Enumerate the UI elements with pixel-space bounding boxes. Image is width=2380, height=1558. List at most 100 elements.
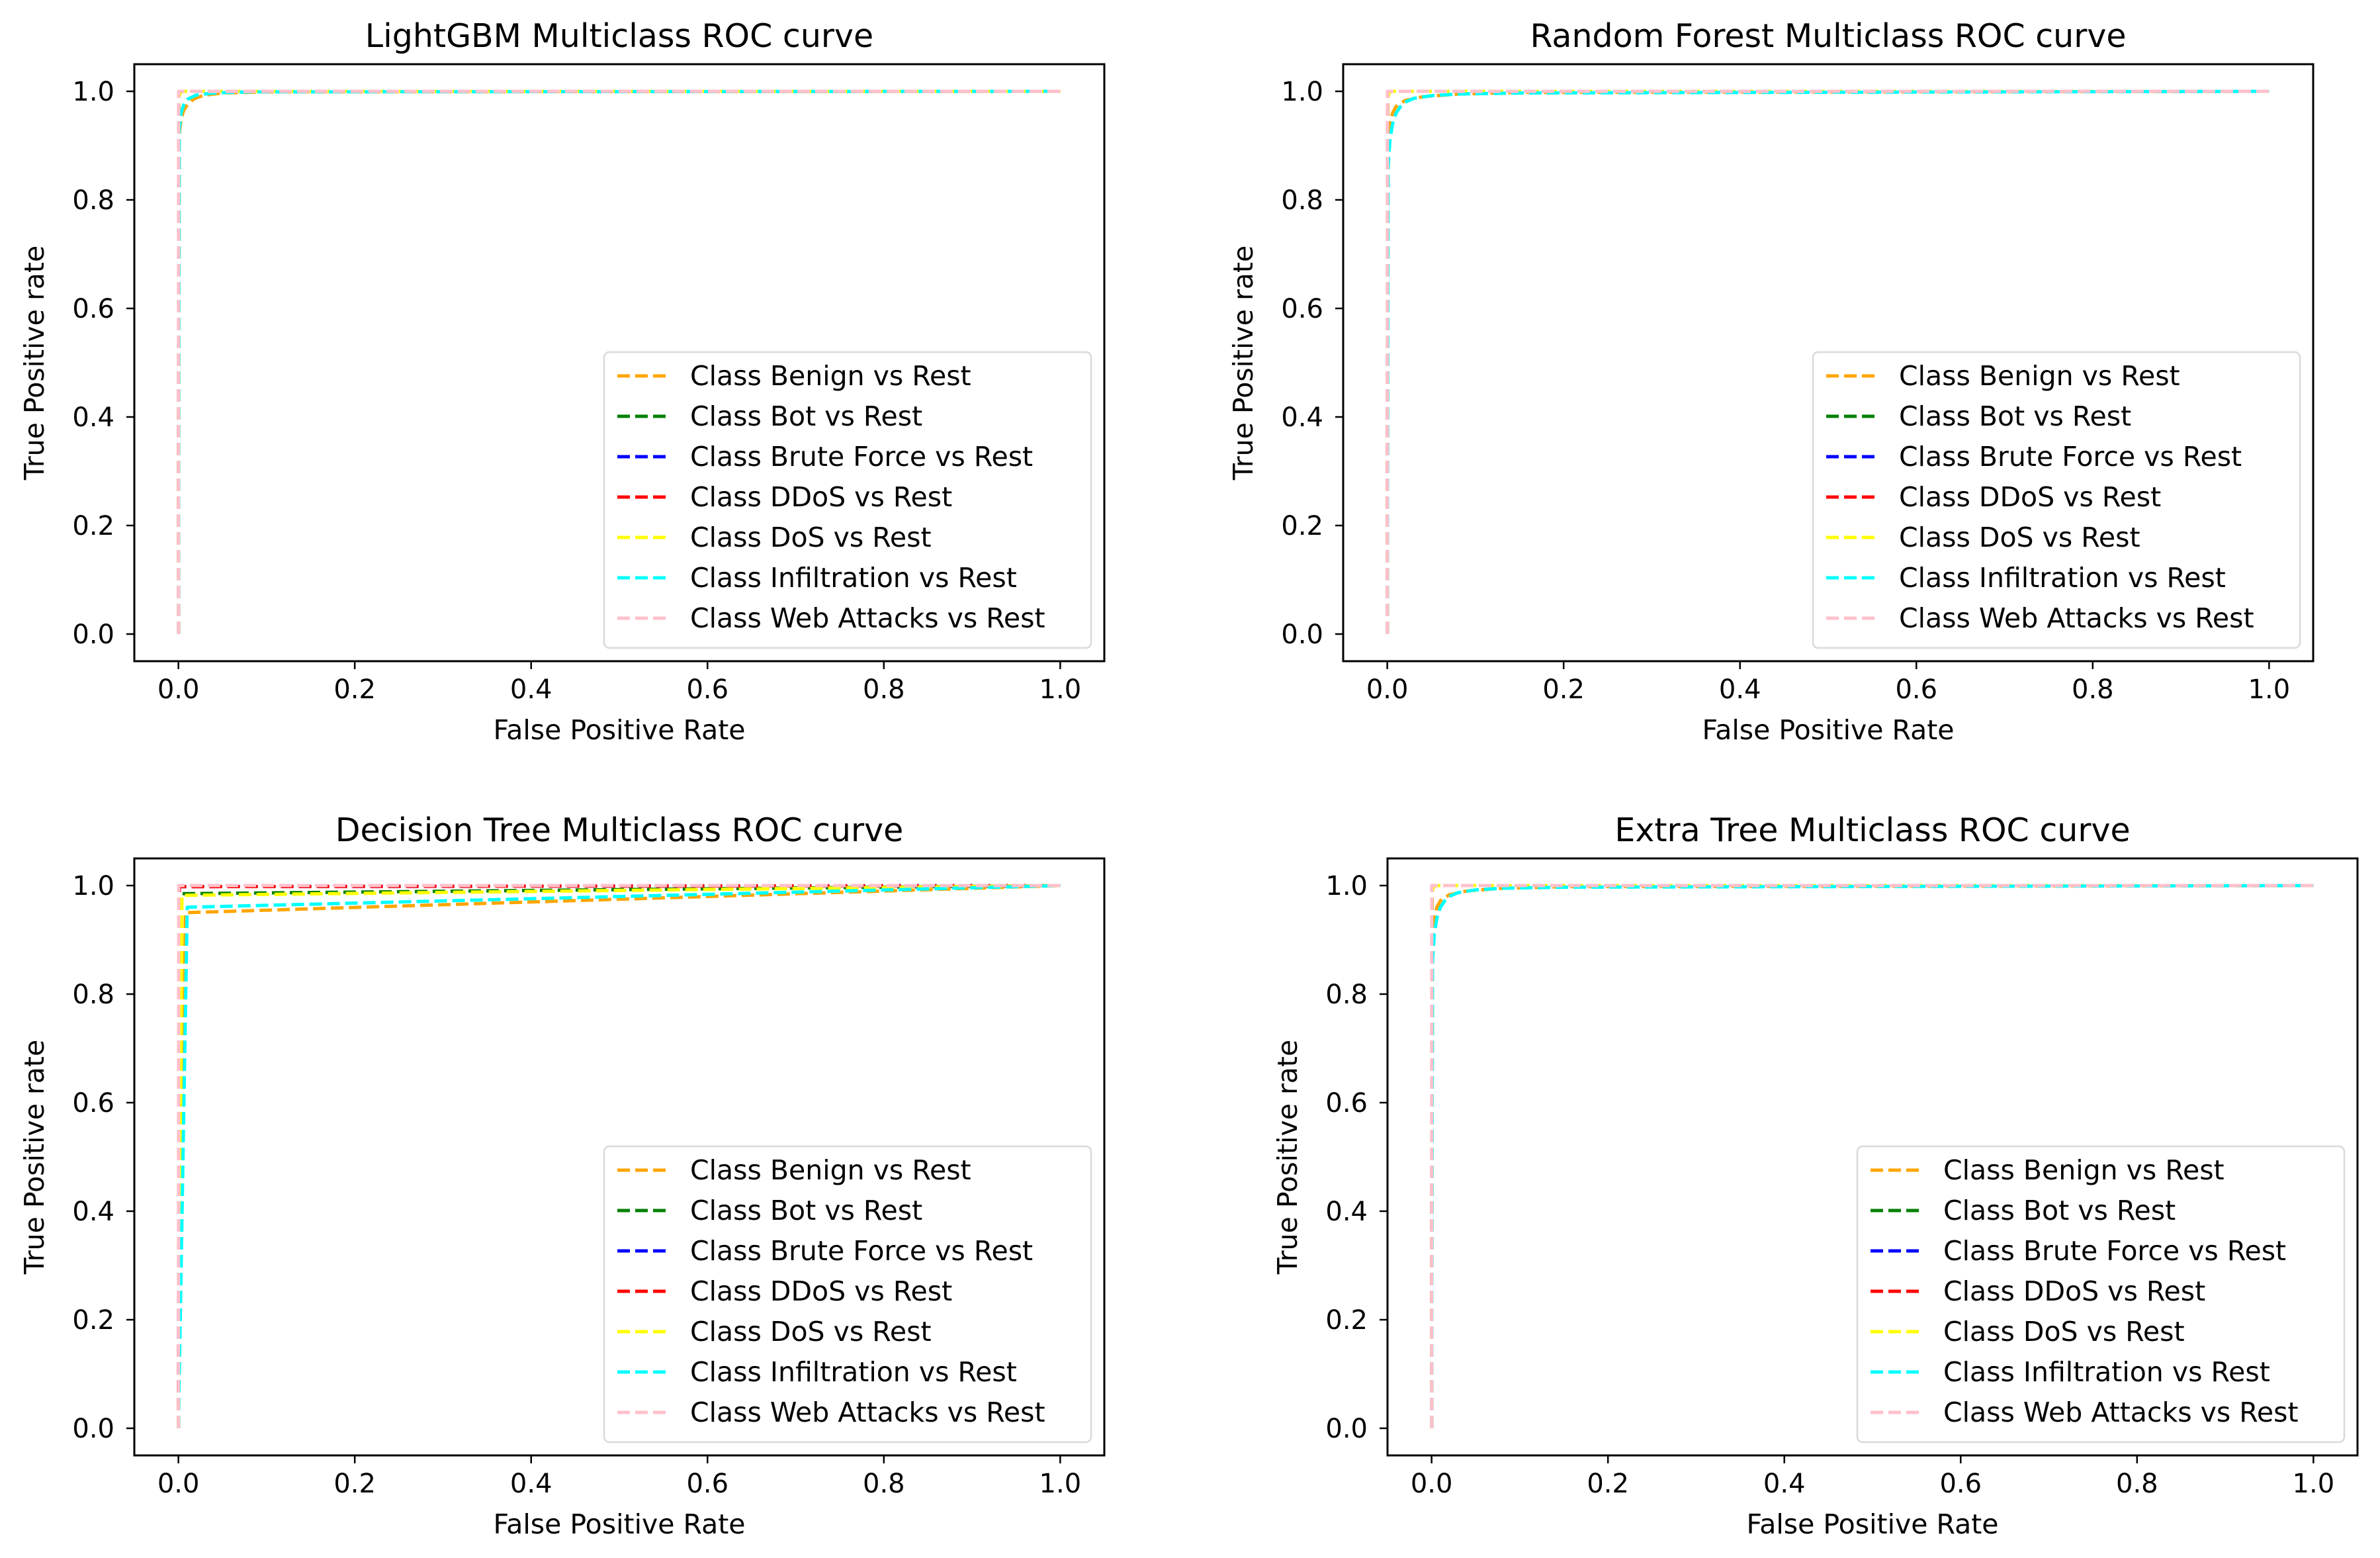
x-tick-label: 1.0 xyxy=(2248,674,2291,705)
x-tick-label: 0.8 xyxy=(2116,1469,2158,1499)
legend-box xyxy=(1812,351,2301,649)
y-tick-label: 1.0 xyxy=(72,871,114,901)
x-axis-label: False Positive Rate xyxy=(1702,714,1954,746)
legend-label: Class DDoS vs Rest xyxy=(1943,1275,2205,1307)
y-tick-label: 0.4 xyxy=(1281,402,1323,433)
y-tick-label: 0.0 xyxy=(72,619,114,650)
x-tick-label: 0.6 xyxy=(686,674,728,705)
x-axis-label: False Positive Rate xyxy=(1746,1508,1998,1540)
chart-panel-3: Decision Tree Multiclass ROC curve 0.0 0.2… xyxy=(19,811,1106,1540)
x-tick-label: 0.4 xyxy=(1763,1469,1806,1499)
x-tick-label: 0.2 xyxy=(1542,674,1585,705)
chart-title: Extra Tree Multiclass ROC curve xyxy=(1614,811,2130,849)
chart-panel-2: Random Forest Multiclass ROC curve 0.0 0.2… xyxy=(1227,17,2314,746)
x-tick-label: 0.4 xyxy=(510,674,552,705)
roc-line-class-web-attacks-vs-rest xyxy=(177,884,1061,1429)
x-tick-label: 0.2 xyxy=(333,1469,376,1499)
roc-line-class-web-attacks-vs-rest xyxy=(177,89,1061,635)
legend-label: Class Web Attacks vs Rest xyxy=(690,1397,1045,1428)
x-tick-label: 0.6 xyxy=(686,1469,728,1499)
roc-line-class-web-attacks-vs-rest xyxy=(1386,89,2270,635)
y-tick-label: 1.0 xyxy=(1281,77,1323,107)
legend-label: Class DoS vs Rest xyxy=(690,1316,932,1348)
legend-label: Class Benign vs Rest xyxy=(690,1154,971,1186)
roc-line-class-infiltration-vs-rest xyxy=(1430,884,2314,1429)
x-tick-label: 0.2 xyxy=(333,674,376,705)
x-tick-label: 0.0 xyxy=(1366,674,1409,705)
x-tick-label: 0.8 xyxy=(863,674,905,705)
legend-label: Class Brute Force vs Rest xyxy=(1943,1235,2286,1267)
chart-title: Random Forest Multiclass ROC curve xyxy=(1530,17,2126,55)
legend: Class Benign vs Rest Class Bot vs Rest Cla… xyxy=(603,351,1092,649)
legend-box xyxy=(603,1145,1092,1443)
x-tick-label: 0.0 xyxy=(157,674,200,705)
y-tick-label: 0.2 xyxy=(1281,511,1323,541)
series-lines xyxy=(1430,884,2314,1429)
y-tick-label: 0.0 xyxy=(1325,1414,1368,1444)
legend-label: Class DoS vs Rest xyxy=(690,522,932,553)
y-tick-label: 0.6 xyxy=(1325,1088,1368,1119)
chart-title: LightGBM Multiclass ROC curve xyxy=(365,17,873,55)
y-tick-label: 1.0 xyxy=(1325,871,1368,901)
x-tick-label: 1.0 xyxy=(1039,1469,1082,1499)
x-tick-label: 0.6 xyxy=(1939,1469,1982,1499)
legend-label: Class DDoS vs Rest xyxy=(1899,481,2161,513)
roc-line-class-web-attacks-vs-rest xyxy=(1430,884,2314,1429)
y-tick-label: 0.2 xyxy=(72,1305,114,1336)
y-tick-label: 0.8 xyxy=(72,980,114,1010)
series-lines xyxy=(177,89,1061,635)
y-tick-label: 0.0 xyxy=(72,1414,114,1444)
legend-label: Class DDoS vs Rest xyxy=(690,481,952,513)
y-axis-label: True Positive rate xyxy=(19,246,50,481)
legend-label: Class DoS vs Rest xyxy=(1899,522,2140,553)
x-tick-label: 0.4 xyxy=(1719,674,1761,705)
y-tick-label: 0.4 xyxy=(1325,1197,1368,1227)
chart-title: Decision Tree Multiclass ROC curve xyxy=(335,811,904,849)
legend-label: Class Brute Force vs Rest xyxy=(690,441,1033,473)
y-axis-label: True Positive rate xyxy=(19,1040,50,1275)
x-tick-label: 0.4 xyxy=(510,1469,552,1499)
y-tick-label: 0.2 xyxy=(72,511,114,541)
y-tick-label: 0.8 xyxy=(72,185,114,216)
legend-label: Class Benign vs Rest xyxy=(1943,1154,2225,1186)
legend-label: Class Bot vs Rest xyxy=(1899,400,2131,432)
y-tick-label: 0.6 xyxy=(1281,294,1323,324)
axes-frame xyxy=(133,63,1106,663)
legend-label: Class Benign vs Rest xyxy=(1899,360,2180,392)
series-lines xyxy=(177,884,1061,1429)
legend-label: Class Bot vs Rest xyxy=(1943,1195,2176,1226)
y-tick-label: 0.2 xyxy=(1325,1305,1368,1336)
x-axis-label: False Positive Rate xyxy=(493,1508,745,1540)
y-tick-label: 0.8 xyxy=(1325,980,1368,1010)
y-tick-label: 1.0 xyxy=(72,77,114,107)
legend-label: Class Benign vs Rest xyxy=(690,360,971,392)
axes-frame xyxy=(1342,63,2314,663)
x-tick-label: 1.0 xyxy=(1039,674,1082,705)
legend-box xyxy=(1856,1145,2346,1443)
x-axis-label: False Positive Rate xyxy=(493,714,745,746)
chart-panel-1: LightGBM Multiclass ROC curve 0.0 0.2 0.4 0.… xyxy=(19,17,1106,746)
y-tick-label: 0.0 xyxy=(1281,619,1323,650)
y-tick-label: 0.4 xyxy=(72,1197,114,1227)
legend-label: Class Web Attacks vs Rest xyxy=(1943,1397,2299,1428)
legend-label: Class DDoS vs Rest xyxy=(690,1275,952,1307)
legend-label: Class Bot vs Rest xyxy=(690,400,922,432)
x-tick-label: 0.8 xyxy=(2072,674,2114,705)
legend-label: Class Brute Force vs Rest xyxy=(690,1235,1033,1267)
x-tick-label: 0.0 xyxy=(1411,1469,1453,1499)
legend-label: Class DoS vs Rest xyxy=(1943,1316,2185,1348)
legend: Class Benign vs Rest Class Bot vs Rest Cla… xyxy=(1812,351,2301,649)
x-tick-label: 0.6 xyxy=(1895,674,1937,705)
legend-label: Class Bot vs Rest xyxy=(690,1195,922,1226)
legend-label: Class Infiltration vs Rest xyxy=(1943,1356,2270,1388)
legend-label: Class Infiltration vs Rest xyxy=(690,1356,1017,1388)
legend: Class Benign vs Rest Class Bot vs Rest Cla… xyxy=(603,1145,1092,1443)
y-axis-label: True Positive rate xyxy=(1272,1040,1303,1275)
y-axis-label: True Positive rate xyxy=(1227,246,1259,481)
axes-frame xyxy=(133,857,1106,1457)
legend: Class Benign vs Rest Class Bot vs Rest Cla… xyxy=(1856,1145,2346,1443)
y-tick-label: 0.4 xyxy=(72,402,114,433)
legend-label: Class Web Attacks vs Rest xyxy=(1899,602,2254,634)
x-tick-label: 1.0 xyxy=(2293,1469,2335,1499)
